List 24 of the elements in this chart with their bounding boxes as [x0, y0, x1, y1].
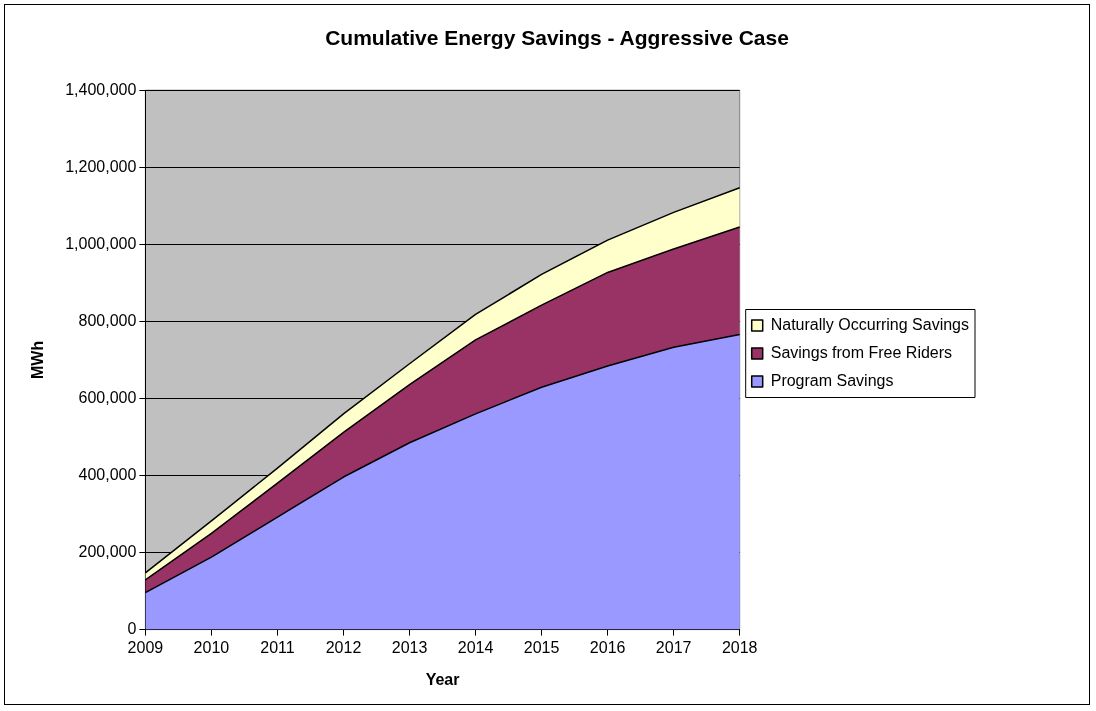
- chart-title: Cumulative Energy Savings - Aggressive Case: [325, 26, 789, 50]
- x-tick-label: 2013: [391, 638, 428, 656]
- x-tick-label: 2012: [325, 638, 362, 656]
- y-axis-title: MWh: [29, 340, 47, 379]
- x-tick-label: 2014: [457, 638, 494, 656]
- y-tick-label: 600,000: [78, 388, 137, 406]
- legend-label: Naturally Occurring Savings: [770, 315, 969, 333]
- x-tick-label: 2011: [260, 638, 295, 656]
- y-tick-label: 1,200,000: [65, 157, 137, 175]
- x-tick-label: 2010: [193, 638, 230, 656]
- y-tick-label: 200,000: [78, 542, 137, 560]
- y-tick-label: 400,000: [78, 465, 137, 483]
- y-tick-label: 1,000,000: [65, 234, 137, 252]
- y-tick-label: 0: [127, 620, 137, 638]
- x-axis-title: Year: [425, 670, 460, 688]
- x-tick-label: 2018: [721, 638, 758, 656]
- legend-label: Program Savings: [770, 371, 894, 389]
- x-tick-label: 2015: [523, 638, 560, 656]
- legend-label: Savings from Free Riders: [770, 343, 953, 361]
- x-tick-label: 2016: [589, 638, 626, 656]
- y-tick-label: 800,000: [78, 311, 137, 329]
- y-tick-label: 1,400,000: [65, 80, 137, 98]
- x-tick-label: 2009: [127, 638, 164, 656]
- x-tick-label: 2017: [655, 638, 692, 656]
